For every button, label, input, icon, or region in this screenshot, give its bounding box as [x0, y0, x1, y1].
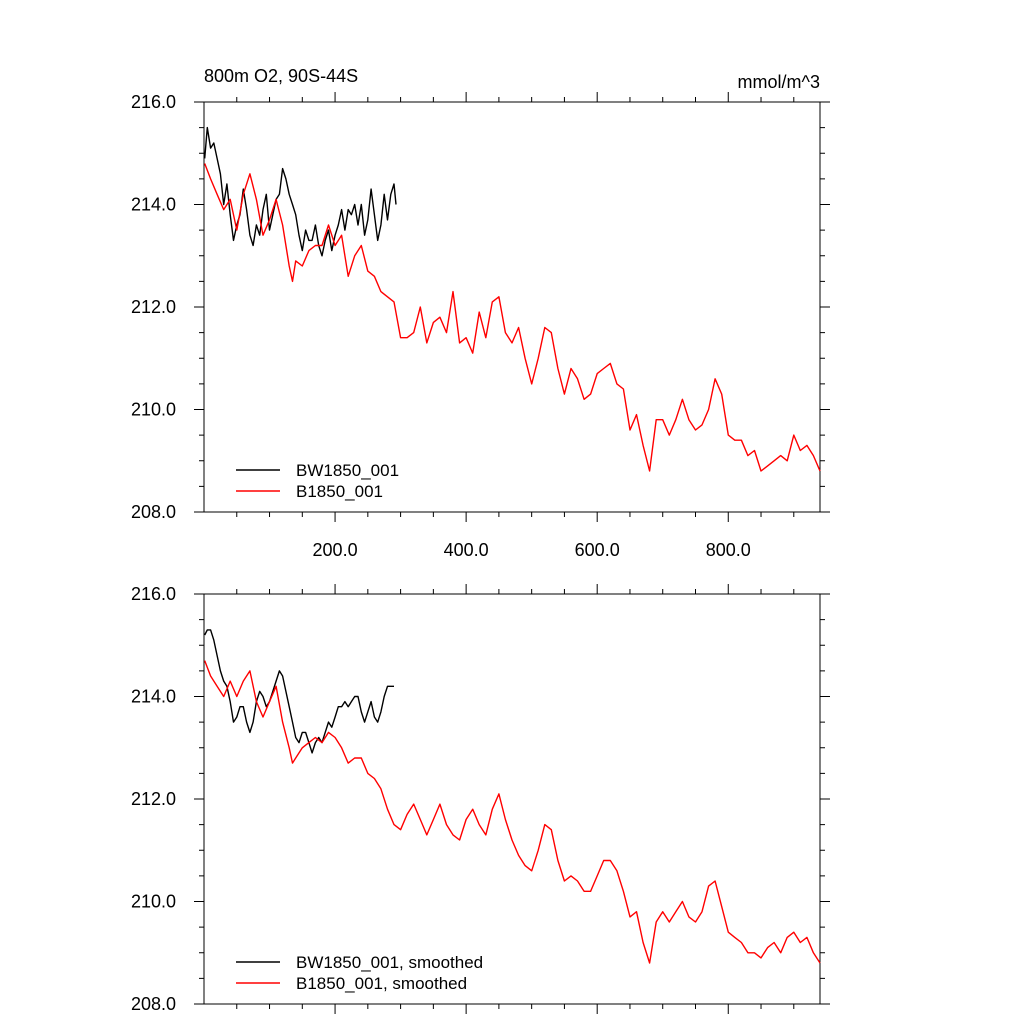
- bottom-panel: 208.0 210.0 212.0 214.0 216.0 BW1850_001, smo…: [131, 584, 830, 1014]
- y-tick-label: 216.0: [131, 92, 176, 112]
- series-line-bw1850-001: [204, 126, 397, 257]
- legend-label: BW1850_001, smoothed: [296, 953, 483, 972]
- series-line-b1850-001-smoothed: [204, 660, 821, 964]
- y-tick-label: 210.0: [131, 892, 176, 912]
- y-tick-label: 208.0: [131, 502, 176, 522]
- legend-label: B1850_001: [296, 482, 383, 501]
- y-tick-label: 212.0: [131, 789, 176, 809]
- y-tick-label: 210.0: [131, 400, 176, 420]
- y-tick-label: 214.0: [131, 687, 176, 707]
- series-line-b1850-001: [204, 163, 821, 472]
- x-tick-label: 200.0: [313, 540, 358, 560]
- y-tick-label: 214.0: [131, 195, 176, 215]
- y-tick-label: 212.0: [131, 297, 176, 317]
- legend-label: BW1850_001: [296, 461, 399, 480]
- x-tick-label: 800.0: [706, 540, 751, 560]
- units-label: mmol/m^3: [738, 72, 820, 92]
- x-tick-label: 400.0: [444, 540, 489, 560]
- plot-frame: [203, 101, 821, 513]
- plot-frame: [203, 593, 821, 1005]
- y-tick-label: 208.0: [131, 994, 176, 1014]
- legend-label: B1850_001, smoothed: [296, 974, 467, 993]
- top-panel: 208.0 210.0 212.0 214.0 216.0 200.0 400.0 600.0…: [131, 66, 830, 560]
- chart-title: 800m O2, 90S-44S: [204, 66, 358, 86]
- x-tick-label: 600.0: [575, 540, 620, 560]
- series-line-bw1850-001-smoothed: [204, 629, 394, 754]
- y-tick-label: 216.0: [131, 584, 176, 604]
